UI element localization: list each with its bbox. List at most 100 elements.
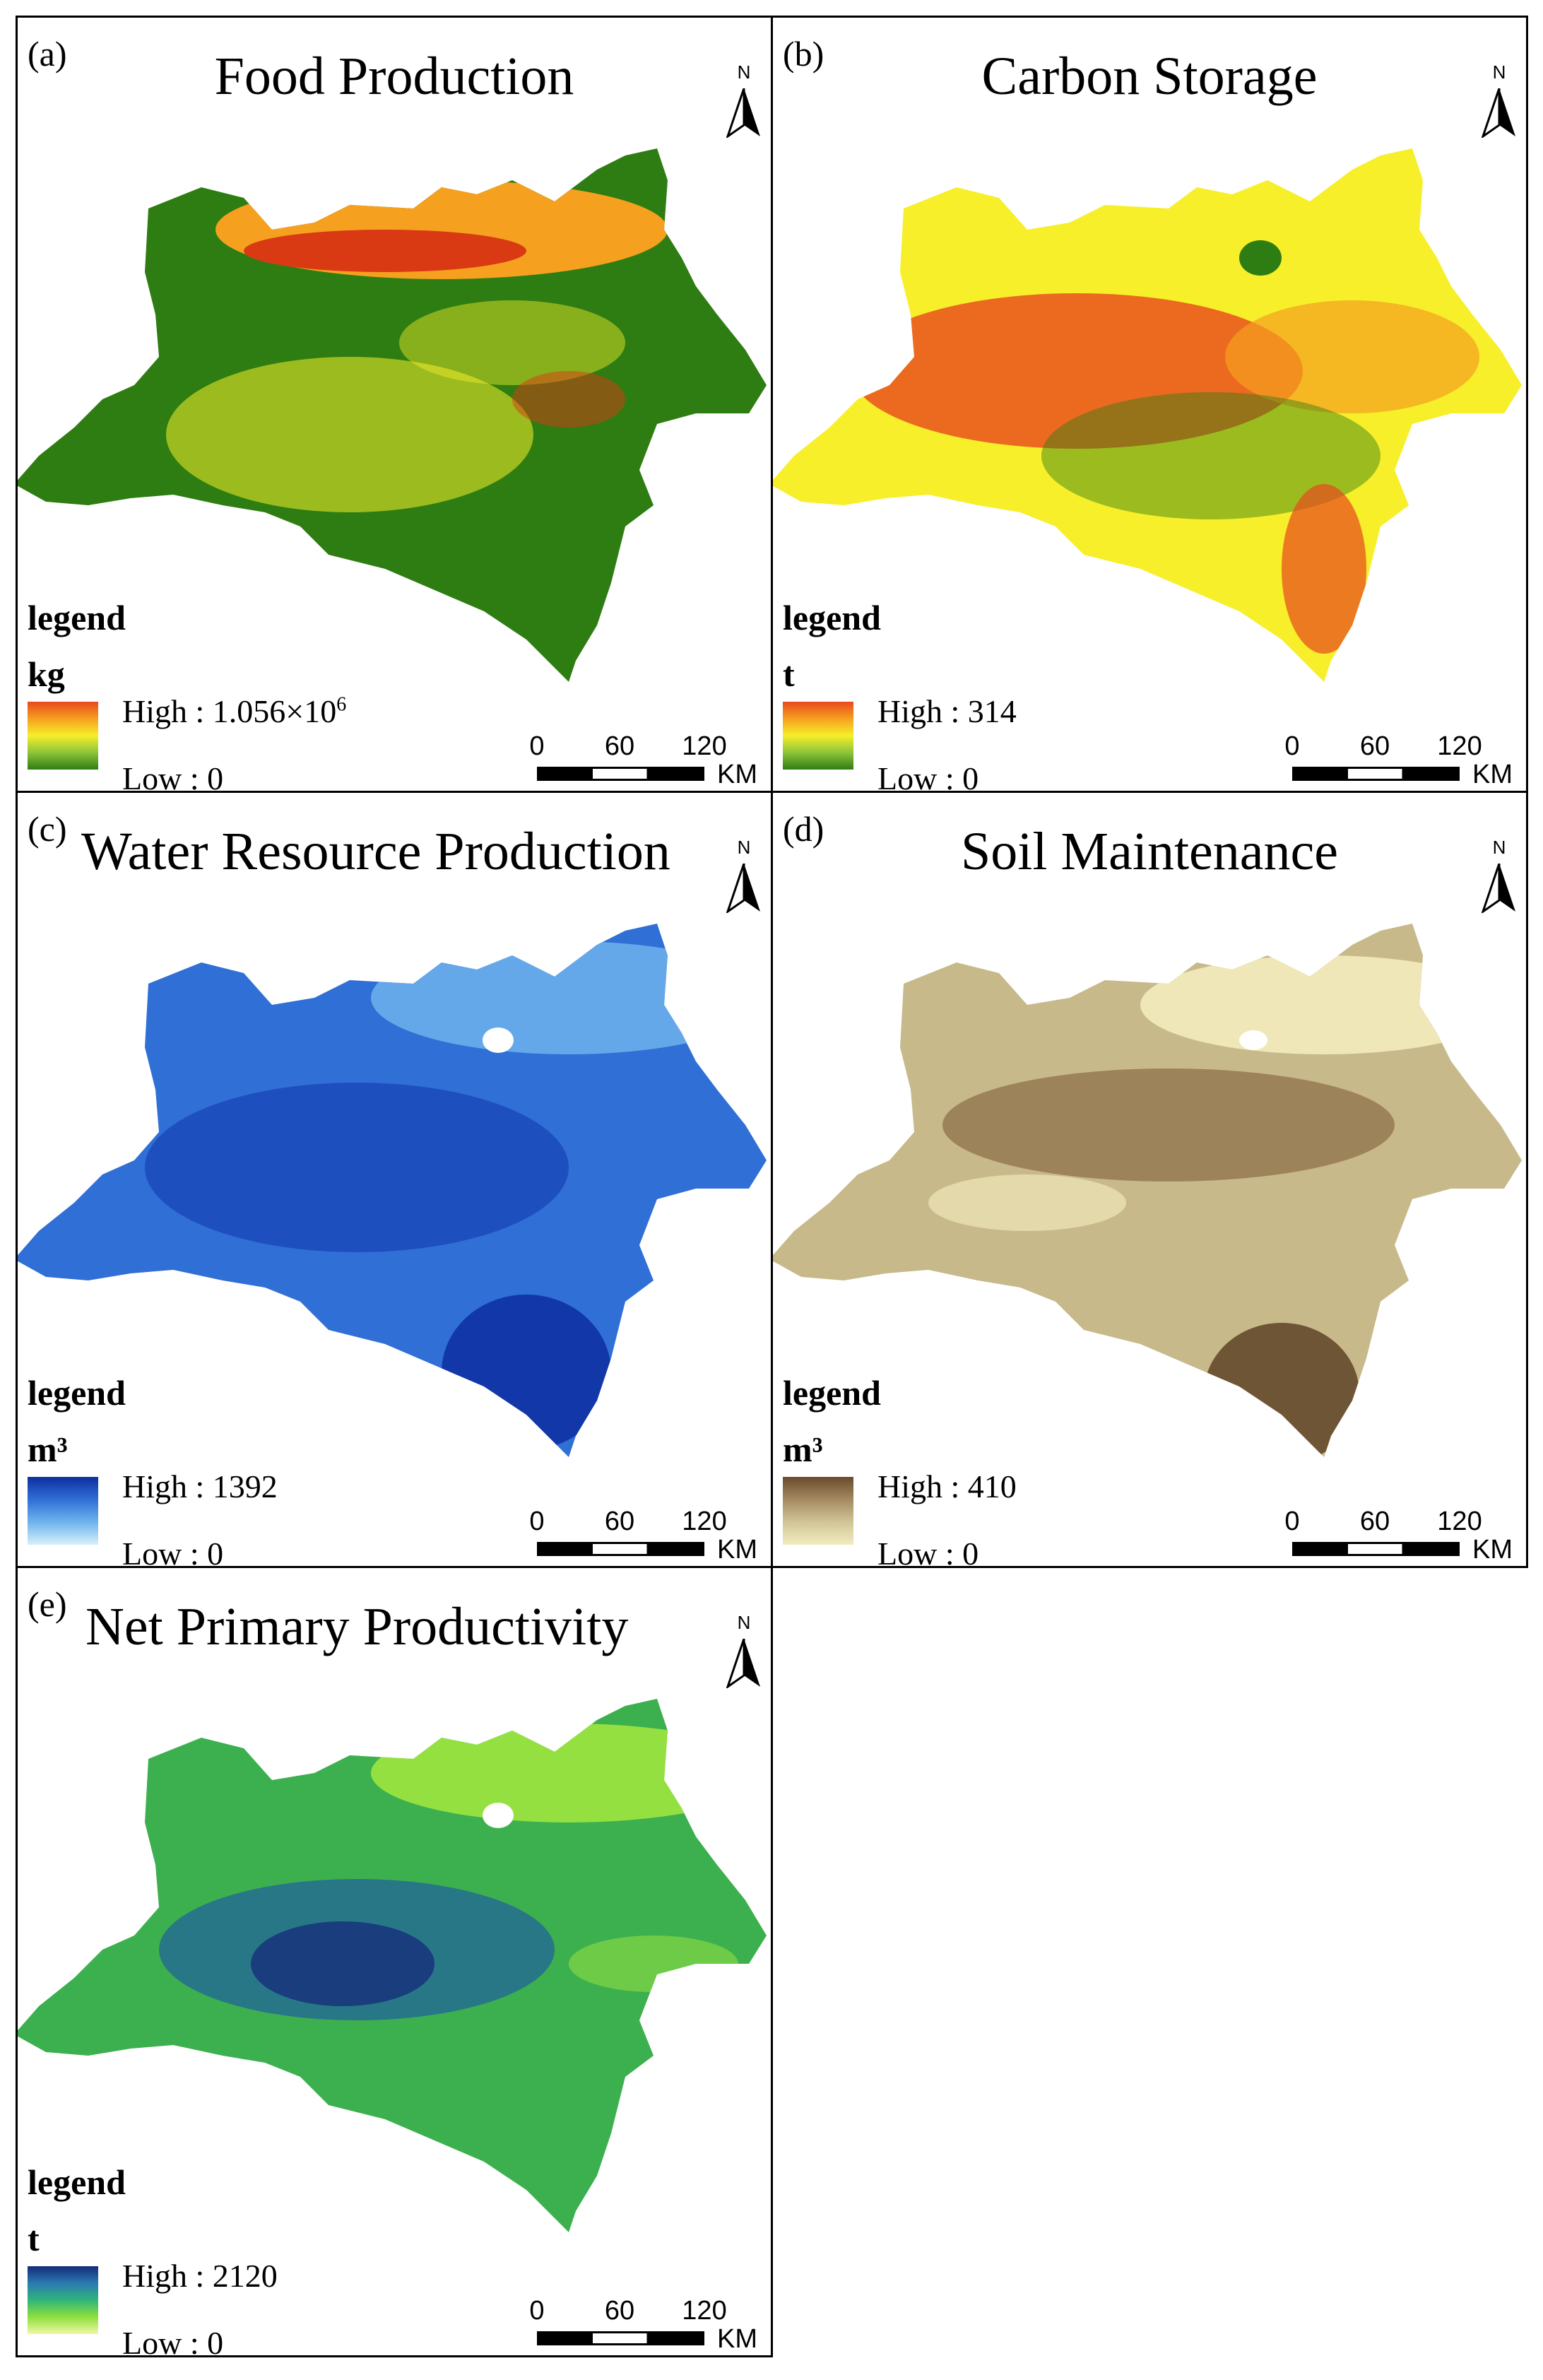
scale-bar: 0 60 120 KM [1267, 731, 1526, 789]
legend-low-label: Low : 0 [877, 1536, 979, 1568]
panel-title: Food Production [214, 47, 574, 106]
food-production-raster [18, 148, 767, 682]
legend-high-label: High : 410 [877, 1468, 1017, 1504]
legend-low-label: Low : 0 [122, 760, 224, 793]
scale-bar: 0 60 120 KM [512, 2296, 771, 2354]
legend-color-ramp [28, 702, 98, 770]
raster-patch [371, 941, 767, 1054]
legend-heading: legend [783, 598, 881, 637]
scale-tick: 0 [529, 1507, 545, 1536]
north-label: N [737, 837, 751, 858]
scale-tick: 120 [682, 2296, 727, 2326]
panel-id: (a) [28, 34, 67, 73]
raster-patch [442, 1295, 611, 1450]
scale-bar-graphic [537, 1542, 704, 1556]
legend-color-ramp [28, 2266, 98, 2334]
raster-gap [483, 1803, 514, 1828]
raster-patch [1239, 240, 1282, 276]
north-arrow-icon: N [723, 1612, 765, 1704]
north-arrow-icon: N [1478, 837, 1520, 929]
north-label: N [1492, 61, 1506, 83]
panel-id: (e) [28, 1584, 67, 1624]
scale-tick: 60 [604, 731, 635, 761]
scale-tick: 0 [1284, 731, 1300, 761]
raster-patch [145, 1083, 569, 1252]
legend-heading: legend [28, 2162, 126, 2202]
north-label: N [737, 61, 751, 83]
legend-unit: t [28, 2219, 40, 2258]
scale-tick: 60 [604, 2296, 635, 2326]
carbon-storage-raster [773, 148, 1522, 682]
legend-low-label: Low : 0 [122, 1536, 224, 1568]
raster-patch [1140, 955, 1508, 1054]
legend-heading: legend [28, 1373, 126, 1413]
panel-id: (c) [28, 809, 67, 849]
legend-heading: legend [28, 598, 126, 637]
legend-high-label: High : 1.056×106 [122, 693, 347, 729]
scale-tick: 0 [529, 731, 545, 761]
raster-patch [1041, 392, 1381, 519]
scale-tick: 60 [604, 1507, 635, 1536]
panel-title: Carbon Storage [981, 47, 1318, 106]
raster-patch [244, 230, 526, 272]
scale-bar-graphic [1292, 767, 1460, 781]
food-production-map [18, 148, 767, 682]
legend-heading: legend [783, 1373, 881, 1413]
legend-unit: kg [28, 654, 65, 694]
legend-high-label: High : 314 [877, 693, 1017, 729]
panel-id: (b) [783, 34, 824, 73]
scale-tick: 120 [1437, 1507, 1482, 1536]
scale-unit: KM [717, 2324, 757, 2354]
raster-patch [851, 293, 1303, 449]
scale-tick: 120 [1437, 731, 1482, 761]
scale-tick: 60 [1359, 731, 1390, 761]
legend-color-ramp [783, 702, 853, 770]
north-label: N [737, 1612, 751, 1633]
panel-water-resource-production: (c) Water Resource Production N legend m… [16, 791, 773, 1568]
panel-carbon-storage: (b) Carbon Storage N legend t High : 314… [771, 16, 1528, 793]
raster-gap [483, 1027, 514, 1053]
panel-net-primary-productivity: (e) Net Primary Productivity N legend t … [16, 1566, 773, 2357]
raster-patch [928, 1174, 1126, 1231]
panel-food-production: (a) Food Production N legend kg High : 1… [16, 16, 773, 793]
raster-patch [1282, 484, 1366, 654]
north-label: N [1492, 837, 1506, 858]
panel-title: Water Resource Production [81, 822, 670, 881]
scale-unit: KM [1472, 760, 1513, 789]
water-resource-raster [18, 924, 767, 1457]
scale-bar: 0 60 120 KM [512, 731, 771, 789]
raster-gap [1239, 1030, 1267, 1050]
scale-bar-graphic [537, 2331, 704, 2345]
legend-high-exponent: 6 [336, 693, 347, 716]
scale-tick: 0 [1284, 1507, 1300, 1536]
north-arrow-icon: N [723, 61, 765, 153]
npp-raster [18, 1699, 767, 2232]
raster-patch [942, 1068, 1395, 1182]
legend-color-ramp [783, 1477, 853, 1545]
scale-bar: 0 60 120 KM [1267, 1507, 1526, 1565]
scale-bar-graphic [537, 767, 704, 781]
npp-map [18, 1699, 767, 2232]
scale-bar: 0 60 120 KM [512, 1507, 771, 1565]
panel-title: Soil Maintenance [961, 822, 1338, 881]
scale-tick: 0 [529, 2296, 545, 2326]
raster-patch [1204, 1323, 1359, 1457]
legend-high-label: High : 2120 [122, 2258, 278, 2294]
raster-patch [512, 371, 625, 428]
legend-low-label: Low : 0 [122, 2325, 224, 2357]
raster-patch [166, 357, 533, 512]
legend-unit: m³ [783, 1430, 823, 1469]
north-arrow-icon: N [723, 837, 765, 929]
legend-color-ramp [28, 1477, 98, 1545]
scale-bar-graphic [1292, 1542, 1460, 1556]
legend-unit: t [783, 654, 795, 694]
scale-tick: 120 [682, 1507, 727, 1536]
raster-patch [251, 1921, 434, 2006]
raster-patch [569, 1936, 738, 1992]
scale-tick: 120 [682, 731, 727, 761]
panel-title: Net Primary Productivity [85, 1597, 629, 1656]
legend-high-label: High : 1392 [122, 1468, 278, 1504]
north-arrow-icon: N [1478, 61, 1520, 153]
raster-patch [371, 1724, 767, 1822]
scale-tick: 60 [1359, 1507, 1390, 1536]
